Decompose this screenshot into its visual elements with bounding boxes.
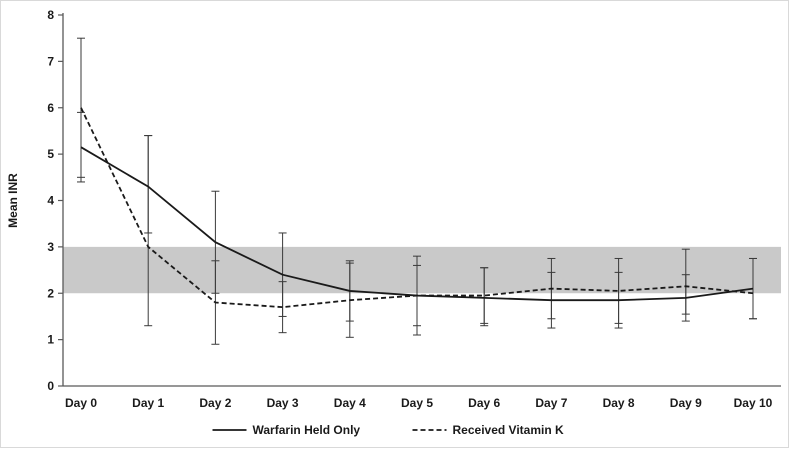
x-tick-label: Day 4 <box>334 396 366 410</box>
y-tick-label: 8 <box>47 8 54 22</box>
y-tick-label: 2 <box>47 286 54 300</box>
x-tick-label: Day 0 <box>65 396 97 410</box>
x-tick-label: Day 1 <box>132 396 164 410</box>
legend-label-1: Received Vitamin K <box>453 423 564 437</box>
y-tick-label: 1 <box>47 333 54 347</box>
therapeutic-range-band <box>63 246 781 294</box>
x-tick-label: Day 3 <box>267 396 299 410</box>
x-tick-label: Day 2 <box>199 396 231 410</box>
x-tick-label: Day 8 <box>603 396 635 410</box>
y-tick-label: 4 <box>47 194 54 208</box>
x-tick-label: Day 5 <box>401 396 433 410</box>
legend-label-0: Warfarin Held Only <box>253 423 361 437</box>
x-tick-label: Day 10 <box>734 396 773 410</box>
y-tick-label: 5 <box>47 147 54 161</box>
x-tick-label: Day 9 <box>670 396 702 410</box>
y-tick-label: 7 <box>47 54 54 68</box>
y-axis-title: Mean INR <box>6 173 20 228</box>
y-tick-label: 3 <box>47 240 54 254</box>
x-tick-label: Day 7 <box>535 396 567 410</box>
y-tick-label: 0 <box>47 379 54 393</box>
y-tick-label: 6 <box>47 101 54 115</box>
series-line-received-vitamin-k <box>80 107 754 309</box>
x-tick-label: Day 6 <box>468 396 500 410</box>
